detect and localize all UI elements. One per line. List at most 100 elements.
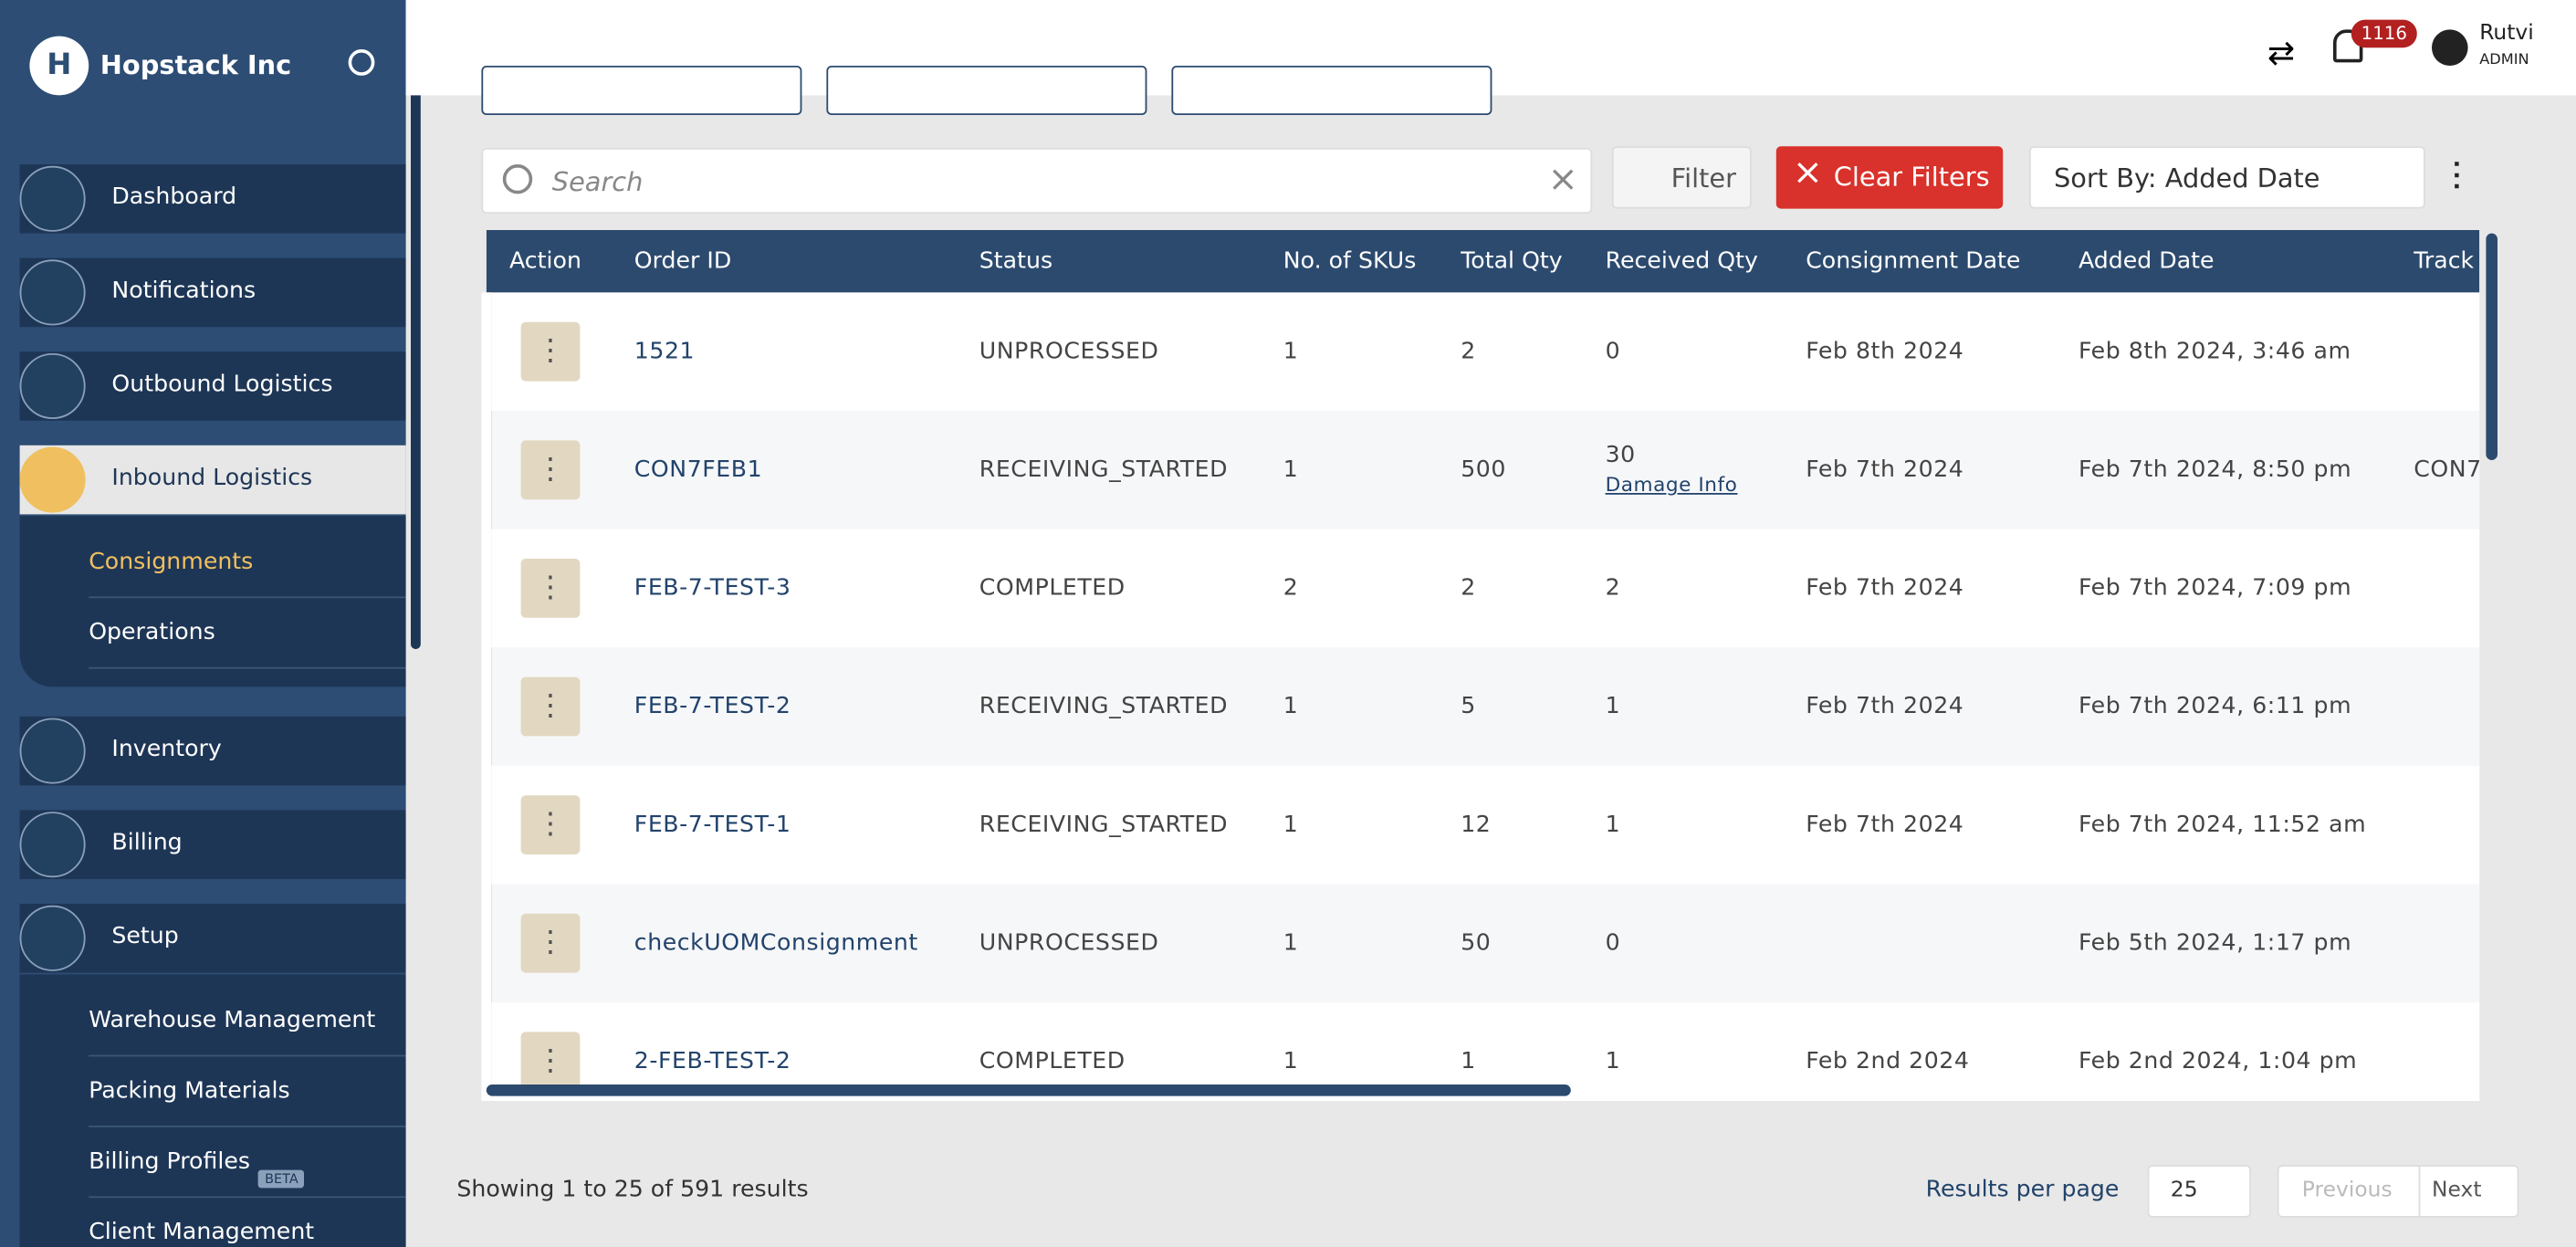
column-header: Total Qty bbox=[1461, 248, 1563, 275]
nav-item[interactable]: Dashboard bbox=[20, 164, 406, 234]
cell-received: 0 bbox=[1606, 930, 1621, 957]
nav-icon bbox=[20, 166, 86, 232]
cell-cons-date: Feb 7th 2024 bbox=[1806, 694, 1963, 720]
nav-label: Inventory bbox=[111, 736, 221, 762]
previous-button[interactable]: Previous bbox=[2302, 1179, 2393, 1203]
cell-total: 2 bbox=[1461, 575, 1476, 602]
switch-icon[interactable]: ⇄ bbox=[2267, 33, 2295, 72]
cell-status: UNPROCESSED bbox=[979, 930, 1159, 957]
clear-filters-button[interactable]: Clear Filters× bbox=[1776, 146, 2003, 208]
nav-label: Dashboard bbox=[111, 184, 236, 211]
submenu-label: Packing Materials bbox=[89, 1078, 289, 1105]
cell-status: RECEIVING_STARTED bbox=[979, 694, 1228, 720]
cell-total: 1 bbox=[1461, 1048, 1476, 1074]
nav-item[interactable]: Billing bbox=[20, 810, 406, 879]
user-name: Rutvi bbox=[2479, 21, 2534, 46]
column-header: No. of SKUs bbox=[1283, 248, 1417, 275]
search-box[interactable]: Search × bbox=[481, 148, 1592, 214]
results-count: Showing 1 to 25 of 591 results bbox=[456, 1177, 808, 1203]
cell-cons-date: Feb 7th 2024 bbox=[1806, 575, 1963, 602]
tab[interactable] bbox=[481, 66, 801, 115]
submenu-item[interactable]: Operations bbox=[89, 598, 405, 668]
sidebar-scrollbar bbox=[411, 8, 421, 649]
submenu-item[interactable]: Packing Materials bbox=[89, 1056, 405, 1126]
cell-id[interactable]: 1521 bbox=[634, 339, 695, 365]
pagination: Previous Next bbox=[2278, 1165, 2519, 1218]
action-button[interactable]: ⋮ bbox=[521, 559, 581, 618]
cell-received: 0 bbox=[1606, 339, 1621, 365]
nav-label: Outbound Logistics bbox=[111, 372, 332, 398]
submenu-label: Warehouse Management bbox=[89, 1007, 375, 1033]
column-header: Status bbox=[979, 248, 1052, 275]
filter-button[interactable]: Filter bbox=[1612, 146, 1752, 208]
tab[interactable] bbox=[1171, 66, 1492, 115]
cell-added: Feb 7th 2024, 8:50 pm bbox=[2079, 456, 2351, 483]
cell-total: 12 bbox=[1461, 812, 1491, 838]
action-button[interactable]: ⋮ bbox=[521, 1032, 581, 1091]
cell-skus: 1 bbox=[1283, 812, 1299, 838]
action-button[interactable]: ⋮ bbox=[521, 322, 581, 382]
column-header: Added Date bbox=[2079, 248, 2215, 275]
submenu-item[interactable]: Warehouse Management bbox=[89, 986, 405, 1056]
nav-item[interactable]: Inventory bbox=[20, 717, 406, 786]
nav-item[interactable]: Notifications bbox=[20, 258, 406, 328]
nav-icon bbox=[20, 447, 86, 513]
sidebar: H Hopstack Inc DashboardNotificationsOut… bbox=[0, 0, 406, 1247]
nav-label: Billing bbox=[111, 830, 182, 856]
table-row: ⋮CON7FEB1RECEIVING_STARTED150030Feb 7th … bbox=[487, 411, 2479, 529]
cell-status: COMPLETED bbox=[979, 575, 1126, 602]
nav-item[interactable]: Outbound Logistics bbox=[20, 351, 406, 421]
cell-skus: 1 bbox=[1283, 456, 1299, 483]
action-button[interactable]: ⋮ bbox=[521, 677, 581, 737]
nav-icon bbox=[20, 259, 86, 325]
damage-info-link[interactable]: Damage Info bbox=[1606, 473, 1738, 496]
next-button[interactable]: Next bbox=[2432, 1179, 2482, 1203]
cell-cons-date: Feb 8th 2024 bbox=[1806, 339, 1963, 365]
action-button[interactable]: ⋮ bbox=[521, 440, 581, 499]
submenu-item[interactable]: Client Management bbox=[89, 1198, 405, 1247]
cell-status: RECEIVING_STARTED bbox=[979, 812, 1228, 838]
sort-dropdown[interactable]: Sort By: Added Date bbox=[2029, 146, 2425, 208]
table-row: ⋮FEB-7-TEST-1RECEIVING_STARTED1121Feb 7t… bbox=[487, 766, 2479, 885]
cell-added: Feb 7th 2024, 7:09 pm bbox=[2079, 575, 2351, 602]
action-button[interactable]: ⋮ bbox=[521, 795, 581, 854]
nav-item[interactable]: Inbound Logistics bbox=[20, 445, 406, 515]
cell-total: 5 bbox=[1461, 694, 1476, 720]
cell-added: Feb 7th 2024, 6:11 pm bbox=[2079, 694, 2351, 720]
table-row: ⋮FEB-7-TEST-2RECEIVING_STARTED151Feb 7th… bbox=[487, 647, 2479, 766]
cell-id[interactable]: FEB-7-TEST-3 bbox=[634, 575, 791, 602]
table-row: ⋮FEB-7-TEST-3COMPLETED222Feb 7th 2024Feb… bbox=[487, 529, 2479, 648]
avatar[interactable] bbox=[2432, 29, 2468, 66]
cell-total: 2 bbox=[1461, 339, 1476, 365]
cell-added: Feb 7th 2024, 11:52 am bbox=[2079, 812, 2366, 838]
cell-skus: 2 bbox=[1283, 575, 1299, 602]
cell-cons-date: Feb 2nd 2024 bbox=[1806, 1048, 1969, 1074]
action-button[interactable]: ⋮ bbox=[521, 914, 581, 973]
tab[interactable] bbox=[826, 66, 1147, 115]
cell-id[interactable]: CON7FEB1 bbox=[634, 456, 762, 483]
company-name: Hopstack Inc bbox=[100, 49, 291, 80]
row-edge bbox=[481, 292, 491, 1101]
nav-icon bbox=[20, 718, 86, 784]
submenu-item[interactable]: Billing ProfilesBETA bbox=[89, 1127, 405, 1198]
search-icon bbox=[503, 164, 532, 194]
notification-badge: 1116 bbox=[2351, 20, 2417, 48]
cell-id[interactable]: FEB-7-TEST-2 bbox=[634, 694, 791, 720]
cell-skus: 1 bbox=[1283, 339, 1299, 365]
cell-id[interactable]: checkUOMConsignment bbox=[634, 930, 918, 957]
nav-item[interactable]: Setup bbox=[20, 904, 406, 973]
settings-icon[interactable] bbox=[349, 49, 375, 76]
per-page-label: Results per page bbox=[1926, 1177, 2120, 1203]
submenu: Warehouse Management Packing Materials Bil… bbox=[20, 974, 406, 1247]
per-page-select[interactable]: 25 bbox=[2148, 1165, 2251, 1218]
filter-label: Filter bbox=[1671, 162, 1736, 194]
columns-icon[interactable]: ⫶ bbox=[2452, 154, 2462, 200]
clear-icon[interactable]: × bbox=[1548, 160, 1578, 201]
cell-id[interactable]: FEB-7-TEST-1 bbox=[634, 812, 791, 838]
submenu-item[interactable]: Consignments bbox=[89, 528, 405, 598]
nav-icon bbox=[20, 353, 86, 419]
cell-id[interactable]: 2-FEB-TEST-2 bbox=[634, 1048, 791, 1074]
cell-skus: 1 bbox=[1283, 930, 1299, 957]
nav-icon bbox=[20, 906, 86, 971]
